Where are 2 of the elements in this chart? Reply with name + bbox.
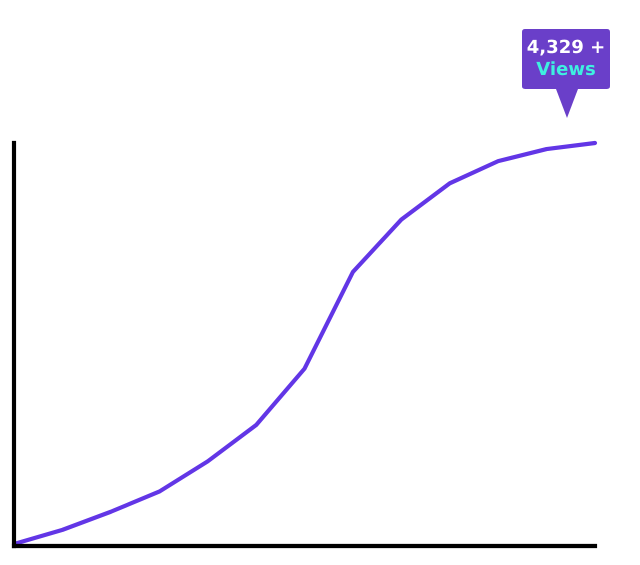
text: 4,329 + <box>528 40 604 56</box>
text: Views <box>536 61 595 76</box>
